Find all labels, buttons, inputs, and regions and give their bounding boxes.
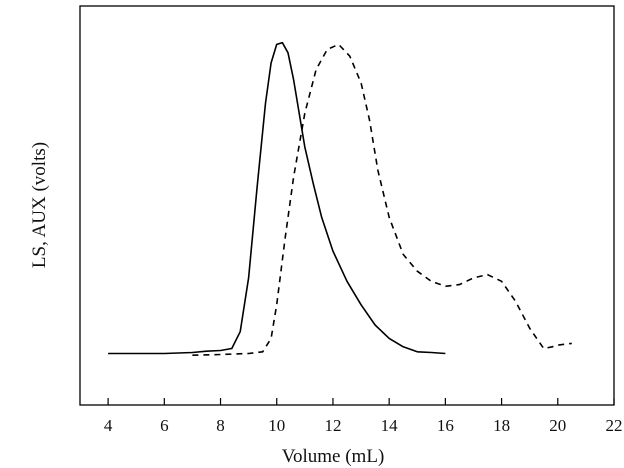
- x-axis-title: Volume (mL): [282, 446, 385, 467]
- x-tick-label: 8: [216, 416, 225, 435]
- series-layer: [108, 41, 572, 356]
- x-tick-label: 14: [381, 416, 399, 435]
- x-axis-ticks: 4 6 8 10 12 14 16 18 20 22: [104, 398, 623, 435]
- x-tick-label: 18: [493, 416, 510, 435]
- x-tick-label: 22: [606, 416, 623, 435]
- y-axis-title: LS, AUX (volts): [29, 142, 50, 268]
- plot-frame: [79, 5, 615, 406]
- x-tick-label: 6: [160, 416, 169, 435]
- series-dashed-line: [192, 43, 572, 356]
- series-solid-line: [108, 41, 446, 355]
- x-tick-label: 16: [437, 416, 454, 435]
- x-tick-label: 10: [268, 416, 285, 435]
- x-tick-label: 20: [549, 416, 566, 435]
- x-tick-label: 12: [324, 416, 341, 435]
- x-tick-label: 4: [104, 416, 113, 435]
